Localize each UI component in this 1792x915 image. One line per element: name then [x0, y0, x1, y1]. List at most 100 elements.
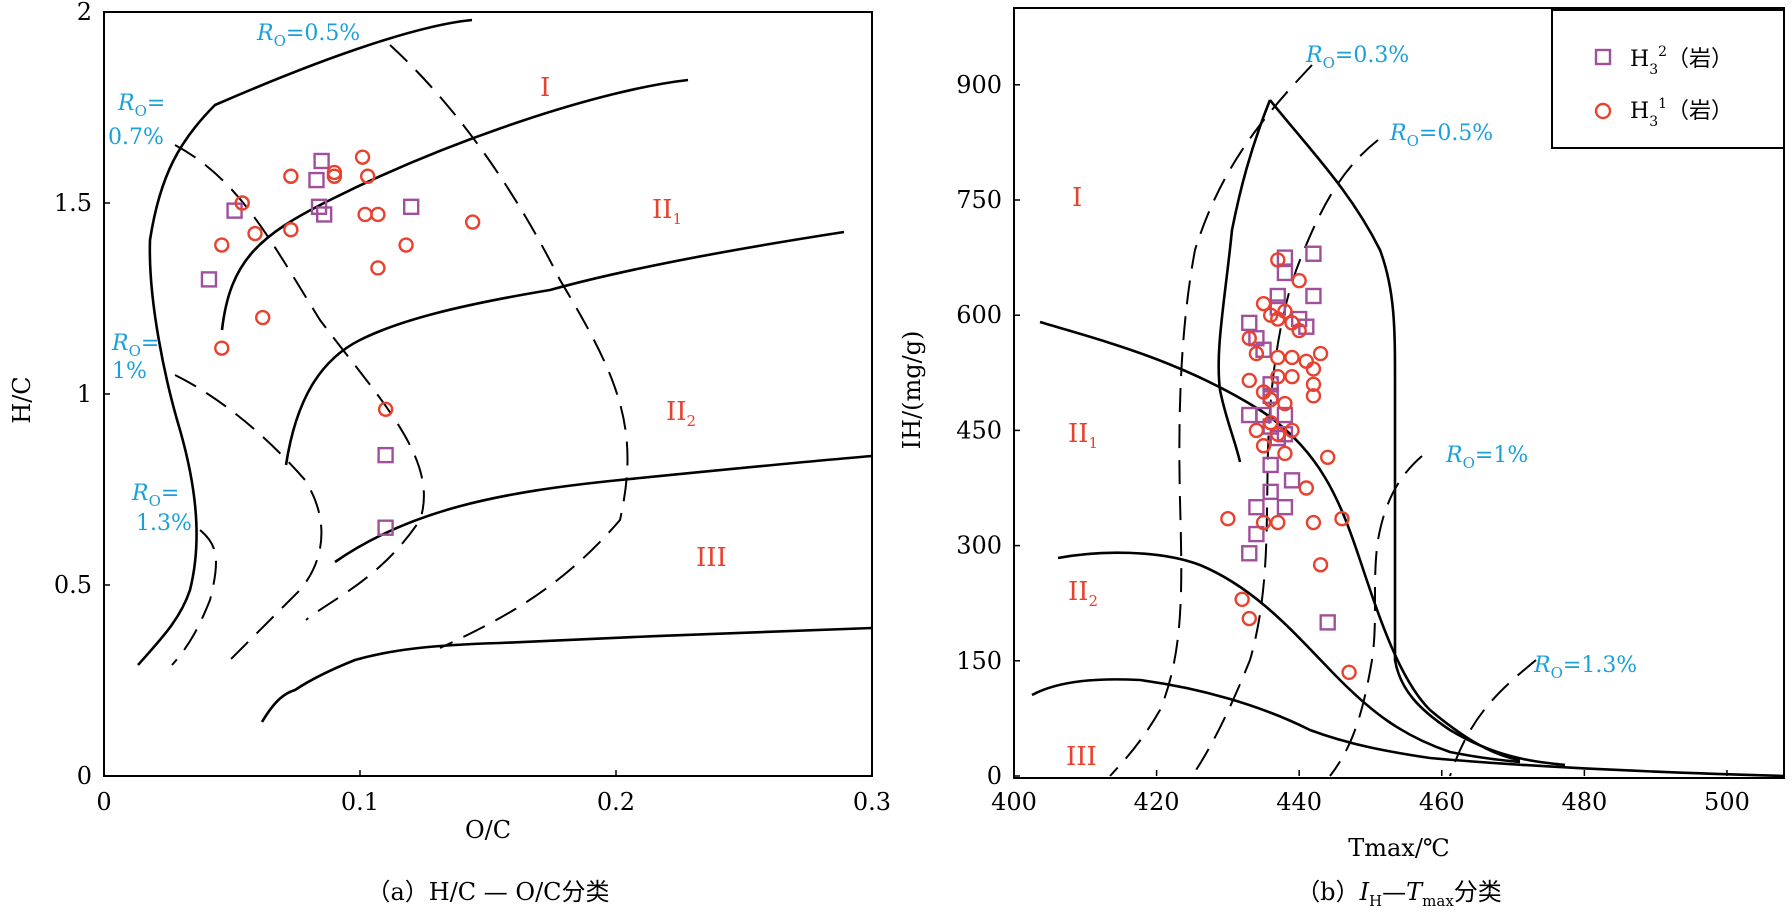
data-point-circle	[1255, 295, 1272, 312]
zone-b-III: III	[1066, 742, 1097, 772]
panel-a-x-ticks: 0 0.1 0.2 0.3	[96, 770, 891, 816]
y-tick-label: 1	[77, 380, 92, 408]
x-tick-label: 400	[991, 788, 1037, 816]
panel-b-boundaries	[1031, 99, 1785, 778]
zone-a-II2: II2	[666, 397, 696, 430]
ro-b-0.3	[1109, 64, 1313, 777]
data-point-square	[1262, 387, 1279, 405]
boundary-b-outer	[1268, 99, 1566, 767]
data-point-square	[1305, 245, 1322, 262]
data-point-circle	[1334, 511, 1350, 527]
panel-a-ro-lines	[171, 44, 629, 666]
ro-a-label-1.3: RO= 1.3%	[131, 481, 192, 536]
data-point-square	[1283, 472, 1301, 489]
y-tick-label: 600	[956, 301, 1002, 329]
y-tick-label: 150	[956, 647, 1002, 675]
data-point-square	[315, 206, 333, 223]
data-point-circle	[1262, 415, 1279, 431]
panel-b-caption: （b）IH—Tmax分类	[1296, 878, 1502, 910]
x-tick-label: 500	[1704, 788, 1750, 816]
panel-a-caption: （a）H/C — O/C分类	[366, 878, 609, 906]
y-tick-label: 900	[956, 71, 1002, 99]
data-point-circle	[1270, 426, 1286, 442]
data-point-circle	[1255, 514, 1272, 531]
panel-a-points	[200, 149, 481, 536]
data-point-square	[1276, 406, 1294, 424]
data-point-circle	[234, 195, 250, 211]
data-point-circle	[370, 260, 386, 276]
data-point-circle	[247, 225, 263, 242]
data-point-circle	[1248, 345, 1265, 362]
data-point-circle	[1305, 388, 1322, 404]
data-point-circle	[1298, 353, 1315, 369]
boundary-a-I-II1	[220, 78, 689, 331]
data-point-square	[1276, 249, 1294, 266]
panel-b-frame	[1013, 7, 1785, 779]
data-point-circle	[1277, 445, 1293, 462]
data-point-square	[1241, 314, 1258, 332]
panel-a-ro-labels: RO=0.5% RO= 0.7% RO= 1% RO= 1.3%	[108, 21, 360, 536]
ro-b-label-0.5: RO=0.5%	[1389, 121, 1493, 150]
data-point-circle	[370, 206, 386, 223]
data-point-circle	[214, 237, 230, 253]
y-tick-label: 750	[956, 186, 1002, 214]
data-point-circle	[1284, 422, 1300, 439]
panel-b-ro-labels: RO=0.3% RO=0.5% RO=1% RO=1.3%	[1305, 43, 1637, 682]
ro-a-label-0.5: RO=0.5%	[256, 21, 360, 50]
data-point-circle	[326, 168, 343, 184]
x-tick-label: 460	[1419, 788, 1465, 816]
ro-b-1.3	[1449, 659, 1537, 777]
data-point-square	[1241, 545, 1258, 562]
ro-b-1	[1329, 455, 1423, 777]
data-point-circle	[1248, 422, 1265, 439]
panel-b-points	[1220, 245, 1357, 681]
data-point-square	[1248, 499, 1265, 516]
data-point-circle	[1312, 557, 1329, 573]
data-point-circle	[1234, 591, 1250, 608]
data-point-square	[1269, 287, 1286, 305]
data-point-circle	[1241, 330, 1257, 346]
data-point-circle	[357, 206, 373, 223]
boundary-a-outer	[137, 18, 473, 666]
legend-square-marker	[1594, 48, 1612, 66]
boundary-b-II2	[1057, 551, 1521, 764]
data-point-circle	[1255, 438, 1272, 454]
data-point-square	[1276, 264, 1294, 282]
data-point-square	[1262, 456, 1279, 474]
data-point-square	[1298, 318, 1315, 335]
data-point-circle	[1220, 511, 1236, 527]
panel-b-ylabel: IH/(mg/g)	[898, 331, 926, 450]
zone-b-I: I	[1072, 183, 1082, 213]
x-tick-label: 0.1	[341, 788, 379, 816]
data-point-circle	[1320, 449, 1336, 465]
legend-box	[1551, 9, 1785, 149]
data-point-circle	[1298, 480, 1315, 496]
zone-a-I: I	[540, 73, 550, 103]
zone-a-III: III	[696, 543, 727, 573]
data-point-circle	[1305, 376, 1322, 393]
data-point-circle	[1270, 349, 1286, 366]
data-point-square	[313, 152, 330, 170]
data-point-square	[226, 202, 243, 219]
data-point-circle	[354, 149, 371, 165]
data-point-circle	[1270, 252, 1286, 268]
data-point-circle	[283, 222, 299, 238]
y-tick-label: 1.5	[54, 189, 92, 217]
data-point-circle	[398, 237, 414, 253]
data-point-circle	[1291, 272, 1307, 289]
data-point-circle	[1241, 372, 1257, 389]
data-point-square	[1276, 499, 1294, 516]
ro-a-0.5	[389, 44, 629, 649]
data-point-circle	[1270, 368, 1286, 385]
data-point-circle	[464, 214, 481, 230]
panel-b-ro-lines	[1109, 64, 1537, 777]
data-point-circle	[1312, 345, 1329, 362]
zone-b-II1: II1	[1068, 419, 1098, 452]
x-tick-label: 0.2	[597, 788, 635, 816]
data-point-circle	[214, 340, 230, 356]
zone-a-II1: II1	[652, 195, 682, 228]
data-point-square	[1305, 287, 1322, 305]
y-tick-label: 0.5	[54, 571, 92, 599]
boundary-a-bottom	[260, 626, 873, 723]
